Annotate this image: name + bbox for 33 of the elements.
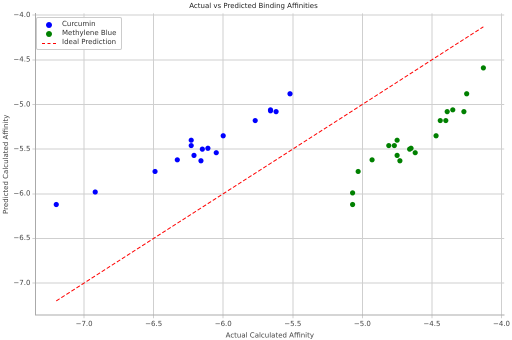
point	[252, 118, 258, 124]
point	[54, 202, 59, 208]
point	[92, 189, 98, 195]
point	[350, 190, 356, 196]
point	[200, 146, 205, 152]
point	[438, 118, 443, 124]
point	[350, 202, 356, 208]
point	[174, 157, 180, 162]
point	[392, 142, 397, 148]
point	[480, 65, 486, 70]
point	[369, 157, 375, 162]
point	[433, 133, 439, 138]
point	[356, 168, 361, 174]
point	[394, 152, 400, 158]
point	[198, 158, 204, 164]
point	[443, 118, 448, 124]
point	[450, 107, 456, 112]
point	[412, 150, 418, 156]
point	[152, 168, 158, 174]
point	[287, 91, 293, 96]
point	[205, 146, 211, 151]
point	[188, 138, 194, 143]
point	[273, 109, 279, 114]
point	[188, 142, 194, 148]
point	[464, 91, 470, 96]
point	[214, 150, 219, 156]
point	[386, 142, 392, 148]
point	[191, 152, 197, 158]
point	[394, 138, 400, 143]
point	[461, 109, 466, 114]
point	[444, 109, 450, 114]
point	[220, 133, 226, 138]
point	[397, 158, 402, 164]
